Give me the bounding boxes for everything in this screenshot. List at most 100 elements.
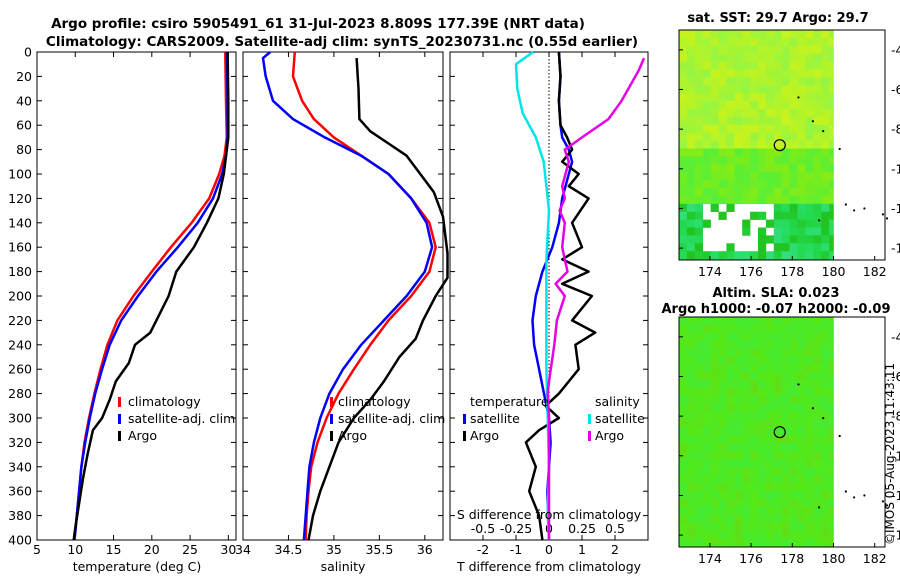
map-cell bbox=[813, 348, 822, 357]
map-cell bbox=[797, 419, 806, 428]
map-cell bbox=[758, 61, 767, 70]
map-cell bbox=[734, 164, 743, 173]
map-cell bbox=[758, 451, 767, 460]
map-cell bbox=[726, 348, 735, 357]
map-cell bbox=[679, 172, 688, 181]
map-cell bbox=[789, 411, 798, 420]
map-cell bbox=[821, 364, 830, 373]
map-cell bbox=[710, 156, 719, 165]
map-cell bbox=[765, 459, 775, 468]
map-cell bbox=[694, 403, 703, 413]
map-cell bbox=[829, 435, 834, 444]
map-cell bbox=[789, 419, 798, 428]
island-dot bbox=[822, 130, 825, 133]
map-cell bbox=[726, 538, 735, 547]
map-cell bbox=[765, 124, 775, 133]
map-cell bbox=[789, 506, 798, 515]
map-cell bbox=[813, 467, 822, 476]
y-tick-label: 360 bbox=[8, 484, 32, 499]
map-cell bbox=[821, 132, 830, 141]
map-cell bbox=[805, 180, 814, 189]
map-cell bbox=[758, 475, 767, 484]
map-cell bbox=[789, 340, 798, 349]
map-cell bbox=[829, 219, 834, 228]
x-tick-label: 5 bbox=[33, 542, 41, 557]
map-cell bbox=[821, 530, 830, 539]
map-cell bbox=[789, 380, 798, 389]
map-cell bbox=[734, 69, 743, 78]
map-cell bbox=[734, 340, 743, 349]
map-cell bbox=[694, 506, 703, 515]
map-cell bbox=[742, 443, 751, 452]
map-cell bbox=[718, 156, 727, 165]
map-cell bbox=[765, 419, 775, 428]
map-cell bbox=[734, 475, 743, 484]
map-cell bbox=[813, 164, 822, 173]
map-cell bbox=[718, 427, 727, 436]
map-cell bbox=[758, 427, 767, 436]
sla-map-ticks: 174 176 178 180 182 -4 -6 -8 -10 -12 -14 bbox=[679, 329, 900, 566]
map-cell bbox=[734, 140, 743, 149]
map-cell bbox=[829, 514, 834, 523]
map-cell bbox=[710, 324, 719, 334]
map-cell bbox=[805, 156, 814, 165]
map-cell bbox=[750, 317, 759, 326]
map-cell bbox=[734, 364, 743, 373]
map-cell bbox=[734, 411, 743, 420]
map-cell bbox=[694, 490, 703, 499]
map-cell bbox=[710, 506, 719, 515]
map-cell bbox=[805, 475, 814, 484]
map-cell bbox=[821, 69, 830, 78]
map-cell bbox=[694, 530, 703, 539]
map-cell bbox=[694, 251, 703, 260]
map-cell bbox=[742, 30, 751, 39]
map-cell bbox=[694, 451, 703, 460]
map-x-tick-label: 182 bbox=[863, 264, 887, 279]
map-cell bbox=[773, 93, 782, 102]
map-cell bbox=[702, 124, 711, 133]
map-cell bbox=[679, 380, 688, 389]
map-cell bbox=[710, 203, 719, 212]
map-cell bbox=[813, 140, 822, 149]
map-cell bbox=[710, 396, 719, 405]
map-cell bbox=[781, 251, 790, 260]
map-cell bbox=[789, 435, 798, 444]
map-cell bbox=[734, 37, 743, 47]
map-cell bbox=[829, 324, 834, 334]
map-cell bbox=[773, 419, 782, 428]
map-cell bbox=[734, 101, 743, 110]
sst-map-grid bbox=[678, 29, 889, 261]
map-cell bbox=[702, 101, 711, 110]
map-cell bbox=[789, 148, 798, 157]
map-cell bbox=[742, 132, 751, 141]
map-cell bbox=[694, 243, 703, 252]
map-cell bbox=[765, 251, 775, 260]
map-cell bbox=[813, 530, 822, 539]
map-cell bbox=[821, 235, 830, 244]
map-cell bbox=[765, 45, 775, 54]
map-cell bbox=[781, 37, 790, 47]
temperature-xlabel: temperature (deg C) bbox=[73, 559, 202, 574]
map-cell bbox=[710, 53, 719, 62]
map-cell bbox=[765, 380, 775, 389]
map-cell bbox=[773, 132, 782, 141]
map-x-tick-label: 180 bbox=[822, 264, 846, 279]
map-cell bbox=[694, 498, 703, 507]
map-cell bbox=[750, 53, 759, 62]
map-cell bbox=[702, 219, 711, 228]
map-cell bbox=[750, 324, 759, 334]
map-cell bbox=[758, 324, 767, 334]
map-cell bbox=[702, 69, 711, 78]
map-cell bbox=[694, 427, 703, 436]
figure-title-line2: Climatology: CARS2009. Satellite-adj cli… bbox=[46, 34, 638, 50]
map-cell bbox=[694, 69, 703, 78]
map-cell bbox=[765, 164, 775, 173]
map-cell bbox=[781, 132, 790, 141]
legend-temp-argo-label: Argo bbox=[470, 428, 499, 443]
y-tick-label: 160 bbox=[8, 240, 32, 255]
map-cell bbox=[765, 172, 775, 181]
map-cell bbox=[821, 45, 830, 54]
map-cell bbox=[710, 451, 719, 460]
map-cell bbox=[726, 37, 735, 47]
map-cell bbox=[805, 403, 814, 413]
